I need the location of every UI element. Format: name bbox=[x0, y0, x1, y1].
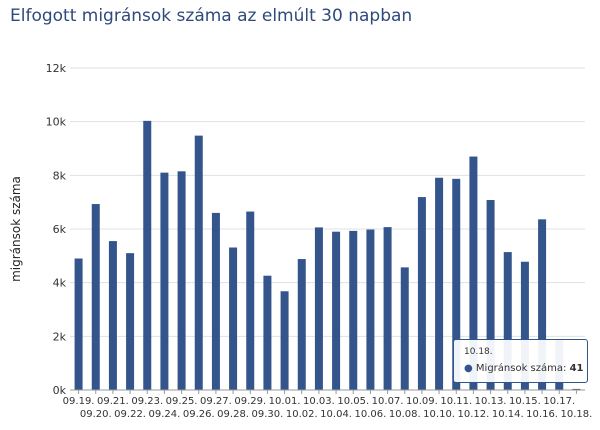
y-tick-label: 12k bbox=[46, 62, 67, 75]
x-tick-label: 10.12. bbox=[458, 409, 490, 420]
bar[interactable] bbox=[314, 227, 323, 390]
x-tick-label: 10.14. bbox=[492, 409, 524, 420]
bar[interactable] bbox=[194, 135, 203, 390]
bar[interactable] bbox=[383, 227, 392, 390]
bar[interactable] bbox=[108, 241, 117, 390]
x-tick-label: 09.24. bbox=[149, 409, 181, 420]
bar[interactable] bbox=[297, 259, 306, 390]
x-tick-label: 09.19. bbox=[63, 396, 95, 407]
x-tick-label: 10.10. bbox=[423, 409, 455, 420]
x-tick-label: 09.26. bbox=[183, 409, 215, 420]
x-tick-label: 10.07. bbox=[372, 396, 404, 407]
tooltip: 10.18. ● Migránsok száma: 41 bbox=[453, 339, 588, 383]
bar[interactable] bbox=[143, 120, 152, 390]
y-tick-label: 10k bbox=[46, 116, 67, 129]
bar[interactable] bbox=[211, 212, 220, 390]
x-tick-label: 10.13. bbox=[475, 396, 507, 407]
bar[interactable] bbox=[74, 258, 83, 390]
tooltip-series-marker: ● bbox=[464, 363, 473, 374]
bar[interactable] bbox=[452, 178, 461, 390]
bars bbox=[74, 120, 581, 390]
bar[interactable] bbox=[349, 230, 358, 390]
x-tick-label: 10.01. bbox=[269, 396, 301, 407]
y-tick-label: 2k bbox=[53, 330, 67, 343]
bar[interactable] bbox=[332, 231, 341, 390]
y-tick-label: 6k bbox=[53, 223, 67, 236]
x-tick-label: 10.15. bbox=[509, 396, 541, 407]
x-tick-label: 09.25. bbox=[166, 396, 198, 407]
bar[interactable] bbox=[520, 261, 529, 390]
bar[interactable] bbox=[435, 177, 444, 390]
x-tick-label: 10.04. bbox=[320, 409, 352, 420]
x-tick-label: 09.21. bbox=[97, 396, 129, 407]
tooltip-value: 41 bbox=[569, 363, 584, 374]
tooltip-date: 10.18. bbox=[464, 347, 493, 357]
bar[interactable] bbox=[486, 200, 495, 390]
x-tick-label: 10.02. bbox=[286, 409, 318, 420]
bar[interactable] bbox=[91, 204, 100, 390]
x-tick-label: 10.17. bbox=[543, 396, 575, 407]
x-tick-label: 10.16. bbox=[526, 409, 558, 420]
x-tick-label: 10.03. bbox=[303, 396, 335, 407]
y-tick-label: 8k bbox=[53, 169, 67, 182]
x-tick-label: 10.09. bbox=[406, 396, 438, 407]
tooltip-series: Migránsok száma bbox=[475, 363, 564, 374]
chart-title: Elfogott migránsok száma az elmúlt 30 na… bbox=[10, 6, 413, 26]
bar[interactable] bbox=[280, 291, 289, 390]
y-tick-label: 4k bbox=[53, 277, 67, 290]
bar[interactable] bbox=[503, 252, 512, 390]
x-tick-label: 10.18. bbox=[561, 409, 593, 420]
bar[interactable] bbox=[246, 211, 255, 390]
x-tick-label: 09.29. bbox=[234, 396, 266, 407]
bar[interactable] bbox=[417, 197, 426, 390]
bar[interactable] bbox=[126, 253, 135, 390]
x-tick-label: 09.23. bbox=[131, 396, 163, 407]
bar[interactable] bbox=[177, 171, 186, 390]
x-tick-label: 09.30. bbox=[252, 409, 284, 420]
bar[interactable] bbox=[572, 388, 581, 390]
y-axis-label: migránsok száma bbox=[9, 176, 23, 282]
bar[interactable] bbox=[538, 219, 547, 390]
x-tick-labels: 09.19.09.20.09.21.09.22.09.23.09.24.09.2… bbox=[63, 389, 593, 420]
bar[interactable] bbox=[366, 229, 375, 390]
x-tick-label: 10.06. bbox=[355, 409, 387, 420]
x-tick-label: 10.11. bbox=[440, 396, 472, 407]
x-tick-label: 09.28. bbox=[217, 409, 249, 420]
bar[interactable] bbox=[263, 275, 272, 390]
y-tick-labels: 0k 2k 4k 6k 8k 10k 12k bbox=[46, 62, 67, 397]
x-tick-label: 10.05. bbox=[337, 396, 369, 407]
bar[interactable] bbox=[160, 172, 169, 390]
y-tick-label: 0k bbox=[53, 384, 67, 397]
x-tick-label: 10.08. bbox=[389, 409, 421, 420]
x-tick-label: 09.22. bbox=[114, 409, 146, 420]
bar[interactable] bbox=[229, 247, 238, 390]
bar[interactable] bbox=[400, 267, 409, 390]
bar[interactable] bbox=[469, 156, 478, 390]
x-tick-label: 09.20. bbox=[80, 409, 112, 420]
x-tick-label: 09.27. bbox=[200, 396, 232, 407]
tooltip-row: ● Migránsok száma: 41 bbox=[464, 363, 584, 374]
